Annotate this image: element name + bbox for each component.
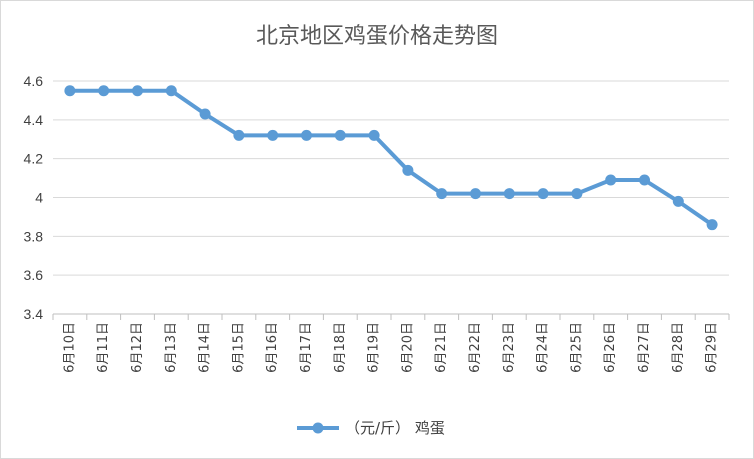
y-tick-label: 4 [35, 190, 43, 206]
x-tick-label: 6月12日 [130, 322, 145, 373]
data-point [503, 188, 515, 200]
data-point [706, 219, 718, 231]
x-tick-label: 6月24日 [536, 322, 551, 373]
x-tick-label: 6月25日 [569, 322, 584, 373]
data-point [368, 129, 380, 141]
series-line [67, 88, 715, 227]
legend-label: （元/斤） 鸡蛋 [345, 419, 445, 437]
data-point [402, 164, 414, 176]
legend-marker [312, 422, 324, 434]
x-tick-label: 6月18日 [333, 322, 348, 373]
gridlines [53, 80, 729, 315]
x-tick-label: 6月17日 [299, 322, 314, 373]
x-tick-label: 6月27日 [637, 322, 652, 373]
legend: （元/斤） 鸡蛋 [297, 419, 445, 437]
chart-title: 北京地区鸡蛋价格走势图 [256, 24, 498, 49]
data-point [470, 188, 481, 200]
data-point [98, 85, 110, 97]
data-point [571, 188, 583, 200]
x-tick-label: 6月29日 [705, 322, 720, 373]
data-point [537, 188, 549, 200]
x-axis-ticks: 6月10日 6月11日 6月12日 6月13日 6月14日 6月15日 6月16日 6月17日… [52, 314, 730, 373]
data-point [639, 174, 650, 186]
x-tick-label: 6月19日 [367, 322, 382, 373]
y-tick-label: 4.4 [24, 112, 44, 128]
x-tick-label: 6月21日 [434, 322, 449, 373]
x-tick-label: 6月11日 [96, 322, 111, 373]
x-tick-label: 6月16日 [265, 322, 280, 373]
x-tick-label: 6月15日 [231, 322, 246, 373]
data-point [605, 174, 617, 186]
data-point [334, 129, 346, 141]
x-tick-label: 6月13日 [164, 322, 179, 373]
x-tick-label: 6月20日 [400, 322, 415, 373]
data-point [132, 85, 143, 97]
y-tick-label: 4.2 [24, 151, 44, 167]
data-point [436, 188, 448, 200]
y-axis-ticks: 3.4 3.6 3.8 4 4.2 4.4 4.6 [24, 73, 44, 322]
y-tick-label: 3.6 [24, 267, 44, 283]
series-layer [64, 85, 718, 231]
y-tick-label: 3.8 [24, 228, 44, 244]
x-tick-label: 6月28日 [671, 322, 686, 373]
data-point [672, 195, 684, 207]
x-tick-label: 6月22日 [468, 322, 483, 373]
data-point [64, 85, 76, 97]
x-tick-label: 6月23日 [502, 322, 517, 373]
data-point [199, 108, 211, 120]
x-tick-label: 6月10日 [62, 322, 77, 373]
data-point [165, 85, 177, 97]
x-tick-label: 6月26日 [603, 322, 618, 373]
y-tick-label: 4.6 [24, 73, 44, 89]
data-point [267, 129, 279, 141]
data-point [233, 129, 245, 141]
data-point [301, 129, 312, 141]
x-tick-label: 6月14日 [198, 322, 213, 373]
y-tick-label: 3.4 [24, 306, 44, 322]
